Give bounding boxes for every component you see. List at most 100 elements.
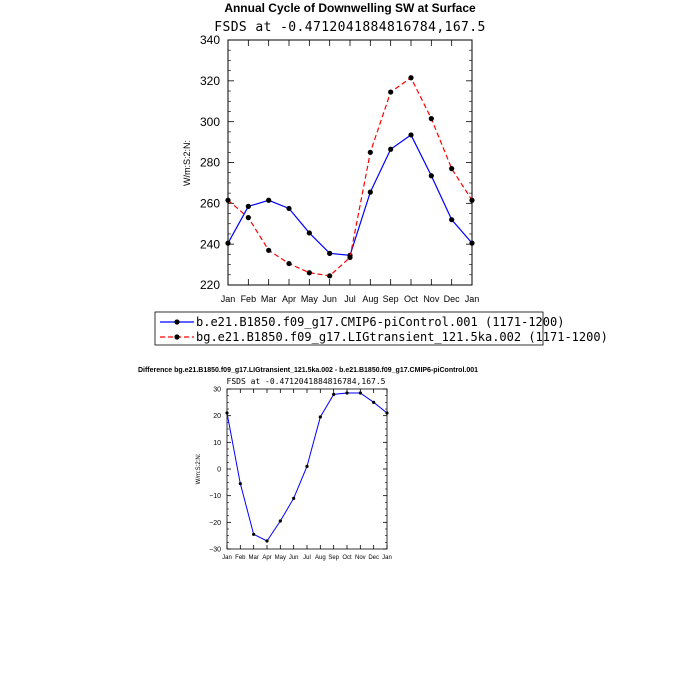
legend: b.e21.B1850.f09_g17.CMIP6-piControl.001 … (154, 311, 608, 346)
axis-ticks (226, 388, 388, 550)
x-tick-label: Oct (342, 555, 352, 561)
series-0-point (449, 217, 455, 223)
y-tick-label: 220 (200, 278, 220, 292)
series-0-point (372, 400, 376, 404)
series-1-point (469, 197, 475, 203)
series-0-point (306, 230, 312, 236)
x-tick-label: Mar (261, 294, 277, 304)
chart-title: Difference bg.e21.B1850.f09_g17.LIGtrans… (138, 367, 478, 374)
x-tick-label: Nov (355, 555, 366, 561)
series-1-point (388, 89, 394, 95)
x-tick-labels: Jan Feb Mar Apr May Jun Jul Aug Sep Oct Nov Dec Jan (221, 294, 480, 304)
x-tick-label: Jan (465, 294, 480, 304)
y-tick-label: 320 (200, 74, 220, 88)
x-tick-label: May (275, 555, 286, 561)
series-0-point (318, 415, 322, 419)
series-0-point (305, 464, 309, 468)
series-0-point (408, 132, 414, 138)
x-tick-label: Nov (423, 294, 440, 304)
series-1-point (306, 270, 312, 276)
y-tick-labels: −30 −20 −10 0 10 20 30 (209, 386, 221, 553)
x-tick-label: Sep (328, 555, 339, 561)
series-0-point (252, 532, 256, 536)
x-tick-label: Apr (262, 555, 271, 561)
x-tick-label: Jun (322, 294, 337, 304)
series-0-point (385, 411, 389, 415)
series-0-point (367, 189, 373, 195)
x-tick-label: Oct (404, 294, 419, 304)
x-tick-label: Mar (248, 555, 258, 561)
plot-frame (227, 39, 473, 286)
axis-ticks (227, 39, 473, 286)
y-tick-label: 300 (200, 115, 220, 129)
series-0-point (225, 240, 231, 246)
series-line-0 (227, 134, 473, 257)
series-0-point (358, 391, 362, 395)
y-tick-label: −20 (209, 520, 221, 527)
series-0-point (388, 146, 394, 152)
y-tick-label: 280 (200, 156, 220, 170)
x-tick-label: Jan (382, 555, 392, 561)
x-tick-label: Aug (315, 555, 326, 561)
x-tick-label: Jul (303, 555, 311, 561)
series-0-point (428, 173, 434, 179)
x-tick-label: Dec (368, 555, 379, 561)
series-1-point (286, 260, 292, 267)
series-1-point (367, 149, 373, 155)
series-0-point (345, 391, 349, 395)
series-1-point (327, 273, 333, 279)
y-tick-label: 20 (213, 413, 221, 420)
x-tick-label: Feb (241, 294, 257, 304)
series-1-point (266, 247, 272, 253)
series-0-point (292, 496, 296, 500)
y-tick-label: 340 (200, 33, 220, 47)
series-0-point (245, 203, 251, 209)
series-1-point (347, 254, 353, 261)
annual-cycle-chart: Annual Cycle of Downwelling SW at Surfac… (154, 1, 608, 346)
x-tick-labels: Jan Feb Mar Apr May Jun Jul Aug Sep Oct Nov Dec Jan (222, 555, 392, 561)
series-0-point (469, 240, 475, 246)
series-0-point (265, 539, 269, 543)
legend-swatch-marker-series-b (174, 334, 180, 340)
y-tick-label: 30 (213, 386, 221, 393)
series-group (225, 391, 389, 543)
x-tick-label: Sep (383, 294, 399, 304)
series-0-point (332, 392, 336, 396)
legend-label-series-a: b.e21.B1850.f09_g17.CMIP6-piControl.001 … (196, 315, 564, 329)
series-1-point (428, 116, 434, 122)
series-group (225, 75, 475, 279)
y-tick-label: 260 (200, 197, 220, 211)
y-axis-label: W/m:S:2:N: (196, 453, 202, 484)
series-0-point (238, 482, 242, 486)
x-tick-label: Aug (362, 294, 378, 304)
legend-label-series-b: bg.e21.B1850.f09_g17.LIGtransient_121.5k… (196, 330, 608, 344)
series-line-1 (227, 76, 473, 277)
y-tick-label: 240 (200, 237, 220, 251)
series-1-point (449, 166, 455, 172)
y-tick-label: 10 (213, 440, 221, 447)
x-tick-label: Jan (221, 294, 236, 304)
x-tick-label: Jan (222, 555, 232, 561)
series-0-point (278, 519, 282, 523)
chart-subtitle: FSDS at -0.4712041884816784,167.5 (214, 20, 485, 35)
series-0-point (286, 205, 292, 212)
legend-box (154, 311, 544, 346)
chart-subtitle: FSDS at -0.4712041884816784,167.5 (227, 377, 386, 386)
y-tick-label: −30 (209, 546, 221, 553)
y-tick-label: 0 (217, 466, 221, 473)
x-tick-label: Dec (444, 294, 461, 304)
chart-title: Annual Cycle of Downwelling SW at Surfac… (224, 1, 476, 15)
y-axis-label: W/m:S:2:N: (182, 140, 192, 186)
series-1-point (245, 215, 251, 221)
x-tick-label: Apr (282, 294, 296, 304)
legend-swatch-marker-series-a (174, 319, 180, 325)
y-tick-label: −10 (209, 493, 221, 500)
x-tick-label: Jun (289, 555, 299, 561)
series-0-point (327, 250, 333, 256)
series-1-point (225, 197, 231, 203)
series-0-point (225, 411, 229, 415)
x-tick-label: Jul (344, 294, 356, 304)
series-1-point (408, 75, 414, 81)
y-tick-labels: 220 240 260 280 300 320 340 (200, 33, 220, 292)
